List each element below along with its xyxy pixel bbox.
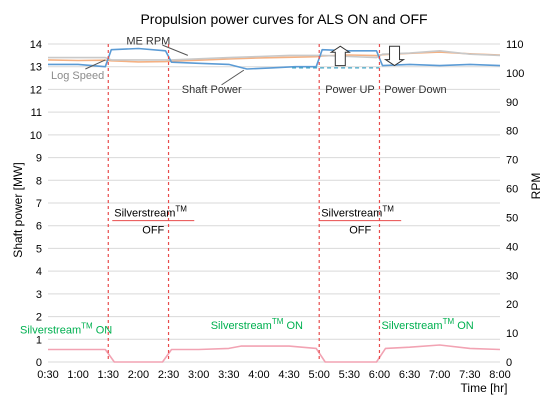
x-tick-label: 3:30 xyxy=(218,369,239,381)
annotation-pointer-log-speed xyxy=(85,59,106,70)
silverstream-on-label: SilverstreamTM ON xyxy=(211,317,303,332)
chart-title: Propulsion power curves for ALS ON and O… xyxy=(140,11,427,27)
y2-tick-label: 10 xyxy=(506,328,518,340)
power-up-arrow-icon xyxy=(329,45,351,67)
power-down-arrow-icon xyxy=(383,45,406,67)
y2-tick-label: 70 xyxy=(506,155,518,167)
annotation-me-rpm: ME RPM xyxy=(126,35,170,47)
x-axis-label: Time [hr] xyxy=(461,381,508,395)
y-tick-label: 4 xyxy=(36,266,42,278)
y-tick-label: 7 xyxy=(36,198,42,210)
annotation-pointer-me-rpm xyxy=(162,44,189,56)
y-tick-label: 10 xyxy=(30,130,42,142)
annotation-power-up: Power UP xyxy=(325,84,375,96)
x-tick-label: 6:00 xyxy=(369,369,390,381)
y-tick-label: 11 xyxy=(31,107,42,119)
y-tick-label: 2 xyxy=(36,312,42,324)
x-tick-label: 5:00 xyxy=(308,369,329,381)
series-line-log-speed xyxy=(48,49,501,61)
series-layer xyxy=(47,47,501,363)
y-tick-label: 9 xyxy=(36,153,42,165)
y-tick-label: 12 xyxy=(30,84,42,96)
x-tick-label: 7:00 xyxy=(429,369,450,381)
y2-tick-label: 50 xyxy=(506,212,518,224)
silverstream-on-label: SilverstreamTM ON xyxy=(20,322,112,337)
x-tick-label: 8:00 xyxy=(489,369,510,381)
y2-tick-label: 80 xyxy=(506,126,518,138)
series-line-shaft-power xyxy=(48,47,501,70)
x-tick-label: 1:00 xyxy=(67,369,88,381)
x-tick-label: 3:00 xyxy=(188,369,209,381)
y2-axis-label: RPM xyxy=(529,173,543,200)
annotation-shaft-power: Shaft Power xyxy=(182,84,242,96)
y-tick-label: 0 xyxy=(36,357,42,369)
annotation-pointer-shaft-power xyxy=(221,69,245,86)
tick-layer: 0123456789101112131401020304050607080901… xyxy=(30,39,525,381)
x-tick-label: 5:30 xyxy=(339,369,360,381)
silverstream-off-label: SilverstreamTM xyxy=(114,205,187,220)
y2-tick-label: 40 xyxy=(506,241,518,253)
x-tick-label: 1:30 xyxy=(98,369,119,381)
silverstream-off-state: OFF xyxy=(349,225,371,237)
y-axis-label: Shaft power [MW] xyxy=(11,162,25,257)
x-tick-label: 4:30 xyxy=(278,369,299,381)
silverstream-on-label: SilverstreamTM ON xyxy=(381,317,473,332)
x-tick-label: 2:00 xyxy=(128,369,149,381)
x-tick-label: 0:30 xyxy=(37,369,58,381)
y2-tick-label: 100 xyxy=(506,68,524,80)
label-layer: ME RPM Log Speed Shaft Power Power UP Power … xyxy=(20,35,474,336)
y-tick-label: 1 xyxy=(36,334,42,346)
y2-tick-label: 90 xyxy=(506,97,518,109)
y-tick-label: 13 xyxy=(30,62,42,74)
silverstream-off-state: OFF xyxy=(142,225,164,237)
grid-layer xyxy=(48,43,500,363)
y2-tick-label: 110 xyxy=(506,39,524,51)
silverstream-off-label: SilverstreamTM xyxy=(321,205,394,220)
y-tick-label: 6 xyxy=(36,221,42,233)
annotation-log-speed: Log Speed xyxy=(51,70,104,82)
y-tick-label: 14 xyxy=(30,39,42,51)
marker-layer xyxy=(85,44,406,362)
x-tick-label: 7:30 xyxy=(459,369,480,381)
series-line-silverstream xyxy=(48,344,501,363)
y2-tick-label: 20 xyxy=(506,299,518,311)
y-tick-label: 8 xyxy=(36,175,42,187)
y-tick-label: 3 xyxy=(36,289,42,301)
x-tick-label: 2:30 xyxy=(158,369,179,381)
y2-tick-label: 0 xyxy=(506,357,512,369)
y2-tick-label: 60 xyxy=(506,184,518,196)
y-tick-label: 5 xyxy=(36,243,42,255)
annotation-power-down: Power Down xyxy=(384,84,446,96)
y2-tick-label: 30 xyxy=(506,270,518,282)
x-tick-label: 4:00 xyxy=(248,369,269,381)
x-tick-label: 6:30 xyxy=(399,369,420,381)
